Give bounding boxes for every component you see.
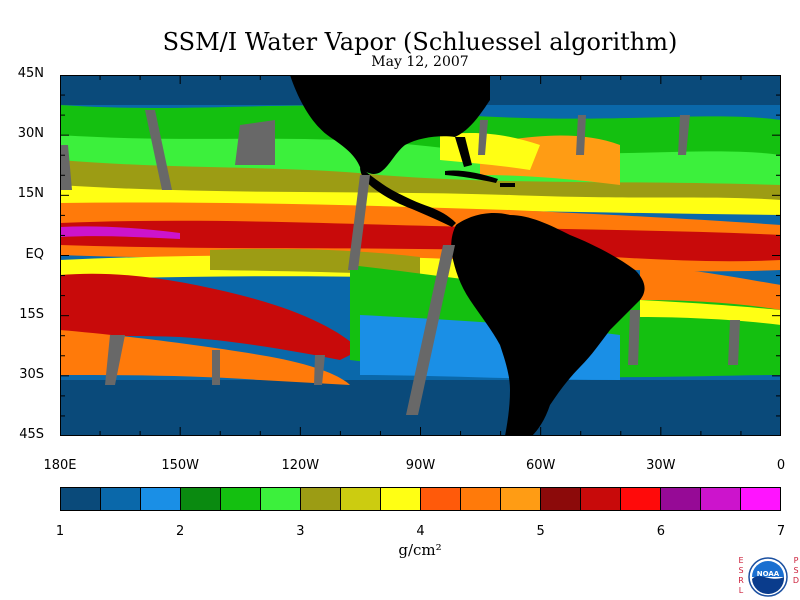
- y-tick-label: 45S: [19, 427, 44, 442]
- swath: [105, 335, 125, 385]
- colorbar-segment: [141, 488, 181, 510]
- colorbar: [60, 487, 781, 511]
- esrl-letter: R: [738, 576, 744, 585]
- colorbar-tick-label: 6: [656, 524, 665, 539]
- swath: [728, 320, 740, 365]
- colorbar-segment: [621, 488, 661, 510]
- swath: [145, 110, 172, 190]
- water-vapor-map: [60, 75, 781, 436]
- noaa-badge-text: NOAA: [757, 570, 780, 578]
- spcz-orange: [60, 330, 350, 385]
- y-tick-label: 15S: [19, 306, 44, 322]
- land-north-america: [290, 75, 490, 174]
- colorbar-segment: [421, 488, 461, 510]
- colorbar-tick-label: 5: [536, 524, 545, 539]
- swath: [348, 175, 370, 270]
- land-central-america: [360, 167, 456, 227]
- psd-letter: P: [793, 556, 799, 565]
- spcz-red: [60, 273, 360, 360]
- band-north-yellow: [60, 185, 781, 215]
- esrl-letter: L: [738, 586, 744, 595]
- colorbar-tick-label: 4: [416, 524, 425, 539]
- colorbar-segment: [341, 488, 381, 510]
- swath: [576, 115, 586, 155]
- swath: [60, 145, 72, 190]
- x-tick-label: 0: [776, 458, 786, 473]
- swath: [678, 115, 690, 155]
- missing-swaths: [60, 110, 740, 415]
- colorbar-segment: [101, 488, 141, 510]
- x-tick-label: 120W: [281, 458, 320, 473]
- colorbar-segment: [181, 488, 221, 510]
- land-caribbean: [445, 170, 515, 187]
- swath: [628, 310, 640, 365]
- x-tick-label: 30W: [646, 458, 676, 473]
- land-northeast: [620, 75, 781, 98]
- colorbar-segment: [301, 488, 341, 510]
- map-panel: [60, 75, 781, 436]
- colorbar-segment: [741, 488, 780, 510]
- y-tick-label: 15N: [17, 186, 44, 202]
- colorbar-segment: [61, 488, 101, 510]
- y-tick-label: 45N: [17, 66, 44, 81]
- y-tick-label: 30N: [17, 126, 44, 142]
- itcz-magenta: [60, 226, 180, 239]
- colorbar-segment: [541, 488, 581, 510]
- land-florida: [455, 137, 472, 167]
- land-south-america: [451, 213, 645, 436]
- y-tick-label: EQ: [25, 246, 44, 262]
- x-tick-label: 90W: [405, 458, 436, 473]
- colorbar-segment: [501, 488, 541, 510]
- colorbar-tick-label: 2: [176, 524, 185, 539]
- swath: [406, 245, 455, 415]
- colorbar-unit: g/cm²: [398, 541, 442, 559]
- map-title: SSM/I Water Vapor (Schluessel algorithm): [162, 28, 678, 56]
- colorbar-segment: [661, 488, 701, 510]
- colorbar-tick-label: 1: [55, 524, 65, 539]
- psd-letter: S: [793, 566, 799, 575]
- swath: [478, 120, 488, 155]
- colorbar-tick-label: 3: [296, 524, 305, 539]
- esrl-letter: S: [738, 566, 744, 575]
- colorbar-segment: [381, 488, 421, 510]
- satl-yellow: [640, 300, 781, 325]
- satl-orange: [640, 265, 781, 310]
- swath: [235, 120, 275, 165]
- swath: [212, 350, 220, 385]
- noaa-logo-icon: NOAA: [748, 557, 788, 597]
- colorbar-segment: [261, 488, 301, 510]
- psd-letter: D: [792, 576, 800, 585]
- swath: [314, 355, 325, 385]
- colorbar-segment: [221, 488, 261, 510]
- map-date: May 12, 2007: [371, 54, 469, 70]
- colorbar-tick-label: 7: [776, 524, 786, 539]
- x-tick-label: 60W: [525, 458, 556, 473]
- y-tick-label: 30S: [19, 366, 44, 382]
- x-tick-label: 180E: [43, 458, 77, 473]
- colorbar-segment: [461, 488, 501, 510]
- colorbar-segment: [581, 488, 621, 510]
- axis-ticks: [60, 75, 781, 436]
- x-tick-label: 150W: [161, 458, 199, 473]
- esrl-letter: E: [738, 556, 744, 565]
- colorbar-segment: [701, 488, 741, 510]
